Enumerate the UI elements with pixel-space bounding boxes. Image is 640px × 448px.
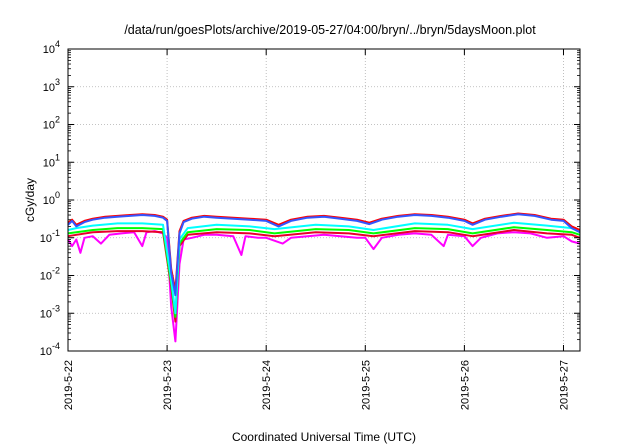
chart-title: /data/run/goesPlots/archive/2019-05-27/0… [124, 23, 536, 37]
y-axis-title: cGy/day [23, 178, 37, 222]
series-line-1 [67, 230, 581, 343]
series-line-3 [67, 226, 581, 318]
y-tick-label: 101 [43, 152, 60, 169]
x-axis-title: Coordinated Universal Time (UTC) [232, 430, 416, 444]
x-tick-label: 2019-5-26 [459, 360, 471, 410]
series-group [67, 212, 581, 343]
y-tick-label: 10-1 [40, 228, 60, 245]
y-tick-label: 10-4 [40, 341, 60, 358]
y-tick-label: 103 [43, 77, 60, 94]
y-tick-labels: 10-4 10-3 10-2 10-1 100 101 102 103 104 [40, 39, 60, 358]
x-tick-label: 2019-5-22 [63, 360, 75, 410]
x-tick-label: 2019-5-27 [558, 360, 570, 410]
y-tick-label: 100 [43, 190, 60, 207]
series-line-2 [67, 229, 581, 323]
y-tick-label: 10-2 [40, 266, 60, 283]
y-tick-label: 104 [43, 39, 60, 56]
y-tick-label: 102 [43, 115, 60, 132]
x-tick-label: 2019-5-25 [360, 360, 372, 410]
x-tick-labels: 2019-5-22 2019-5-23 2019-5-24 2019-5-25 2019… [63, 360, 570, 410]
x-tick-label: 2019-5-23 [162, 360, 174, 410]
x-tick-label: 2019-5-24 [261, 360, 273, 410]
ticks [67, 48, 580, 352]
grid [68, 49, 580, 351]
y-tick-label: 10-3 [40, 303, 60, 320]
series-line-4 [67, 221, 581, 315]
series-line-6 [67, 213, 581, 297]
